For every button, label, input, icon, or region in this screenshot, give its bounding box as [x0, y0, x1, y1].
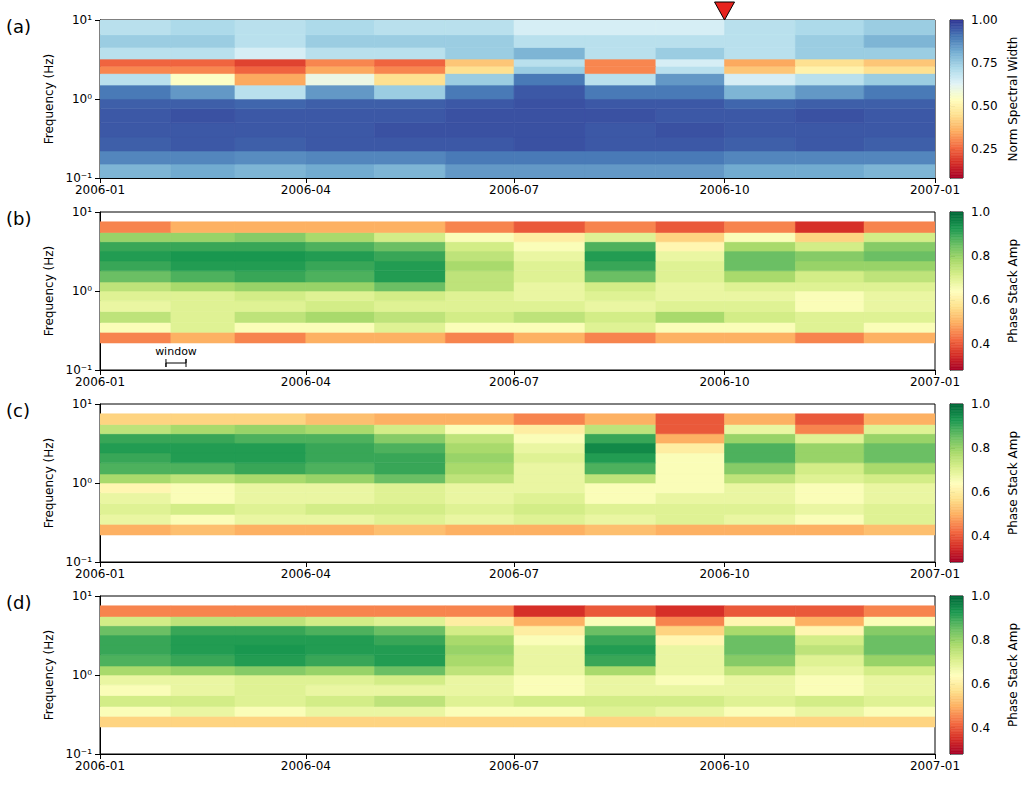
svg-text:2006-07: 2006-07	[489, 375, 539, 389]
svg-text:0.6: 0.6	[971, 677, 990, 691]
svg-text:Phase Stack Amp: Phase Stack Amp	[1006, 623, 1020, 727]
svg-text:2007-01: 2007-01	[910, 375, 960, 389]
svg-text:(c): (c)	[6, 400, 30, 421]
svg-text:10⁰: 10⁰	[72, 284, 92, 298]
svg-text:0.6: 0.6	[971, 485, 990, 499]
svg-text:2006-01: 2006-01	[75, 759, 125, 773]
svg-text:0.8: 0.8	[971, 633, 990, 647]
svg-text:Norm Spectral Width: Norm Spectral Width	[1006, 37, 1020, 162]
svg-text:(d): (d)	[6, 592, 31, 613]
svg-text:2006-07: 2006-07	[489, 183, 539, 197]
svg-text:0.4: 0.4	[971, 529, 990, 543]
svg-text:Phase Stack Amp: Phase Stack Amp	[1006, 239, 1020, 343]
svg-text:2006-04: 2006-04	[281, 183, 331, 197]
svg-text:2006-07: 2006-07	[489, 567, 539, 581]
svg-text:10⁻¹: 10⁻¹	[65, 747, 92, 761]
svg-text:1.0: 1.0	[971, 205, 990, 219]
svg-text:1.00: 1.00	[971, 13, 998, 27]
svg-text:10⁰: 10⁰	[72, 92, 92, 106]
svg-text:10⁻¹: 10⁻¹	[65, 363, 92, 377]
svg-text:1.0: 1.0	[971, 589, 990, 603]
svg-text:Phase Stack Amp: Phase Stack Amp	[1006, 431, 1020, 535]
svg-text:10¹: 10¹	[72, 589, 92, 603]
svg-text:2007-01: 2007-01	[910, 759, 960, 773]
svg-text:0.4: 0.4	[971, 337, 990, 351]
svg-text:2006-01: 2006-01	[75, 567, 125, 581]
svg-text:2006-04: 2006-04	[281, 759, 331, 773]
svg-text:1.0: 1.0	[971, 397, 990, 411]
svg-text:2006-10: 2006-10	[699, 759, 749, 773]
svg-text:2006-10: 2006-10	[699, 567, 749, 581]
svg-text:10¹: 10¹	[72, 13, 92, 27]
svg-text:10⁰: 10⁰	[72, 668, 92, 682]
svg-text:2006-01: 2006-01	[75, 375, 125, 389]
svg-text:Frequency (Hz): Frequency (Hz)	[42, 246, 56, 337]
svg-text:Frequency (Hz): Frequency (Hz)	[42, 54, 56, 145]
svg-text:2007-01: 2007-01	[910, 567, 960, 581]
svg-text:2006-01: 2006-01	[75, 183, 125, 197]
svg-text:10⁰: 10⁰	[72, 476, 92, 490]
svg-text:Frequency (Hz): Frequency (Hz)	[42, 630, 56, 721]
svg-text:(b): (b)	[6, 208, 31, 229]
svg-text:10¹: 10¹	[72, 205, 92, 219]
svg-text:2006-04: 2006-04	[281, 375, 331, 389]
svg-text:0.75: 0.75	[971, 56, 998, 70]
svg-text:Frequency (Hz): Frequency (Hz)	[42, 438, 56, 529]
svg-text:(a): (a)	[6, 16, 31, 37]
svg-text:0.6: 0.6	[971, 293, 990, 307]
svg-text:2006-10: 2006-10	[699, 375, 749, 389]
svg-text:0.50: 0.50	[971, 99, 998, 113]
svg-text:10¹: 10¹	[72, 397, 92, 411]
svg-text:10⁻¹: 10⁻¹	[65, 171, 92, 185]
svg-text:0.8: 0.8	[971, 441, 990, 455]
svg-text:0.25: 0.25	[971, 142, 998, 156]
svg-text:2006-04: 2006-04	[281, 567, 331, 581]
svg-text:window: window	[155, 345, 197, 358]
svg-text:10⁻¹: 10⁻¹	[65, 555, 92, 569]
svg-text:0.8: 0.8	[971, 249, 990, 263]
svg-text:0.4: 0.4	[971, 721, 990, 735]
svg-text:2006-07: 2006-07	[489, 759, 539, 773]
svg-text:2007-01: 2007-01	[910, 183, 960, 197]
svg-text:2006-10: 2006-10	[699, 183, 749, 197]
